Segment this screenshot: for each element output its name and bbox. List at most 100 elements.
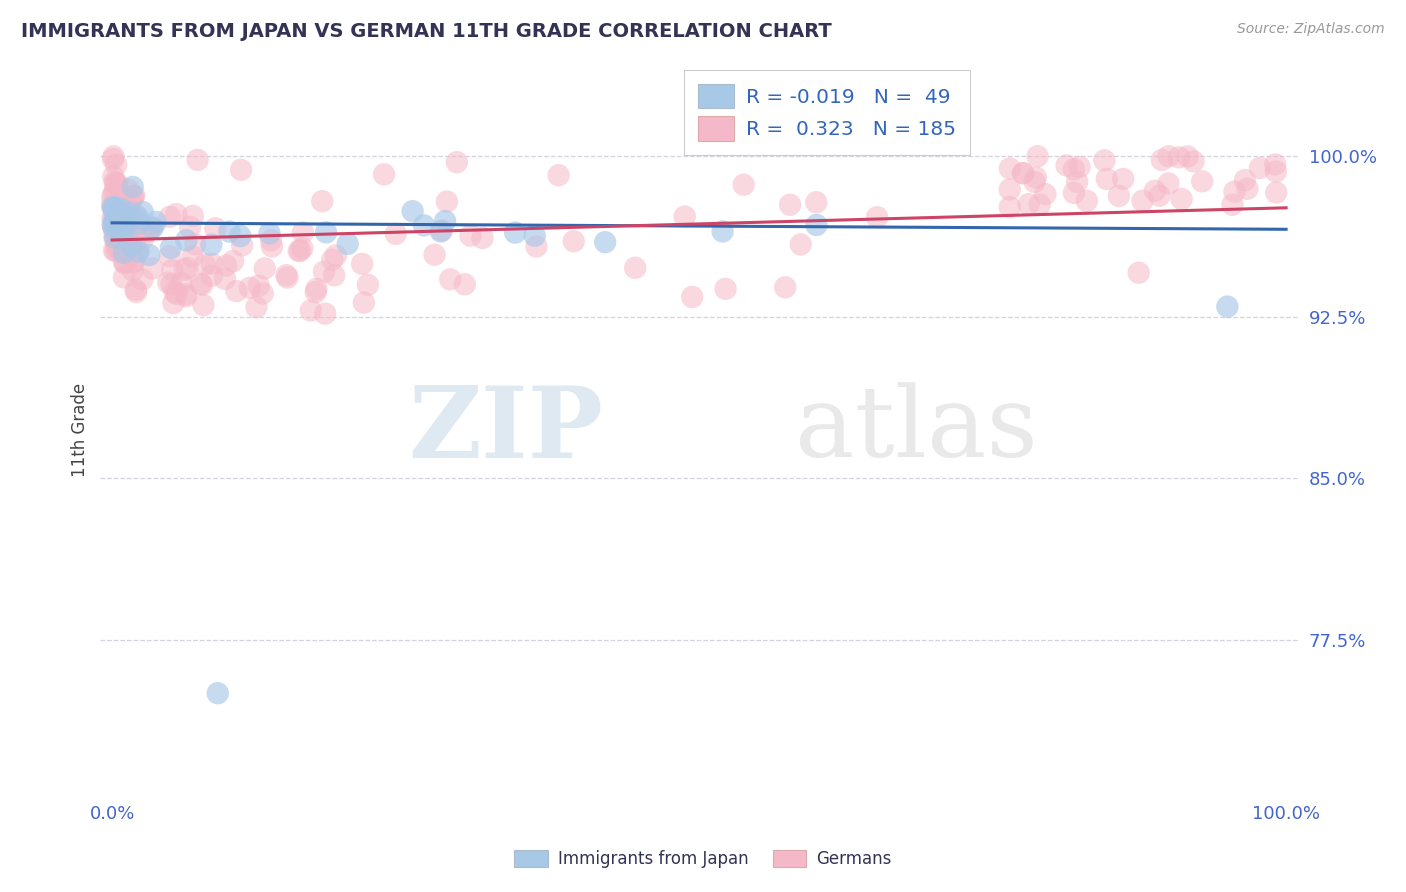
Point (103, 210, 125, 224)
Point (305, 282, 328, 296)
Point (779, 198, 801, 212)
Point (711, 224, 734, 238)
Point (145, 215, 167, 229)
Point (104, 244, 127, 258)
Point (1150, 153, 1173, 167)
Point (287, 244, 309, 258)
Point (107, 243, 129, 257)
Point (336, 236, 359, 251)
Point (115, 209, 138, 223)
Point (105, 177, 128, 191)
Point (118, 199, 141, 213)
Point (105, 213, 128, 227)
Point (107, 202, 129, 217)
Point (1069, 160, 1091, 174)
Point (714, 282, 737, 296)
Point (124, 283, 146, 297)
Point (124, 207, 146, 221)
Point (179, 219, 201, 234)
Point (1063, 162, 1085, 177)
Point (253, 261, 276, 276)
Text: atlas: atlas (794, 382, 1038, 478)
Point (104, 228, 127, 243)
Point (1012, 166, 1035, 180)
Point (104, 184, 127, 198)
Point (120, 193, 142, 207)
Point (122, 255, 145, 269)
Point (1216, 300, 1239, 314)
Point (733, 178, 755, 192)
Legend: Immigrants from Japan, Germans: Immigrants from Japan, Germans (508, 843, 898, 875)
Point (191, 277, 214, 292)
Point (434, 214, 457, 228)
Point (1025, 170, 1047, 185)
Point (373, 168, 395, 182)
Point (103, 175, 125, 189)
Point (112, 256, 135, 270)
Point (121, 180, 143, 194)
Point (218, 225, 240, 239)
Point (998, 161, 1021, 176)
Point (1026, 149, 1049, 163)
Point (1108, 189, 1130, 203)
Point (111, 219, 134, 234)
Point (1157, 177, 1180, 191)
Point (117, 224, 139, 238)
Point (413, 219, 436, 233)
Point (114, 256, 136, 270)
Point (1128, 266, 1150, 280)
Point (110, 245, 132, 260)
Point (101, 218, 124, 232)
Point (1092, 153, 1115, 168)
Point (136, 225, 159, 239)
Point (325, 248, 347, 262)
Point (184, 237, 207, 252)
Point (181, 249, 204, 263)
Y-axis label: 11th Grade: 11th Grade (72, 383, 89, 477)
Point (1264, 164, 1286, 178)
Point (112, 270, 135, 285)
Point (122, 188, 145, 202)
Point (460, 228, 482, 243)
Point (121, 190, 143, 204)
Text: ZIP: ZIP (408, 382, 603, 479)
Point (998, 182, 1021, 196)
Point (562, 234, 585, 248)
Point (104, 177, 127, 191)
Point (1157, 149, 1180, 163)
Point (117, 239, 139, 253)
Point (790, 237, 813, 252)
Point (105, 220, 128, 235)
Point (132, 232, 155, 246)
Point (1024, 175, 1046, 189)
Point (423, 248, 446, 262)
Point (276, 268, 298, 283)
Point (104, 211, 127, 225)
Point (128, 244, 150, 259)
Point (103, 186, 125, 201)
Point (131, 205, 153, 219)
Point (174, 289, 197, 303)
Point (526, 239, 548, 253)
Point (117, 183, 139, 197)
Point (162, 296, 184, 310)
Point (291, 226, 314, 240)
Point (193, 298, 215, 312)
Point (1149, 188, 1171, 202)
Point (239, 281, 262, 295)
Point (276, 270, 298, 285)
Point (624, 260, 647, 275)
Point (593, 235, 616, 249)
Point (229, 162, 252, 177)
Point (139, 222, 162, 236)
Point (125, 244, 148, 259)
Point (194, 257, 217, 271)
Point (439, 272, 461, 286)
Point (222, 254, 245, 268)
Point (127, 211, 149, 225)
Point (245, 300, 267, 314)
Point (1168, 150, 1191, 164)
Point (1095, 172, 1118, 186)
Point (141, 261, 163, 276)
Point (305, 285, 328, 300)
